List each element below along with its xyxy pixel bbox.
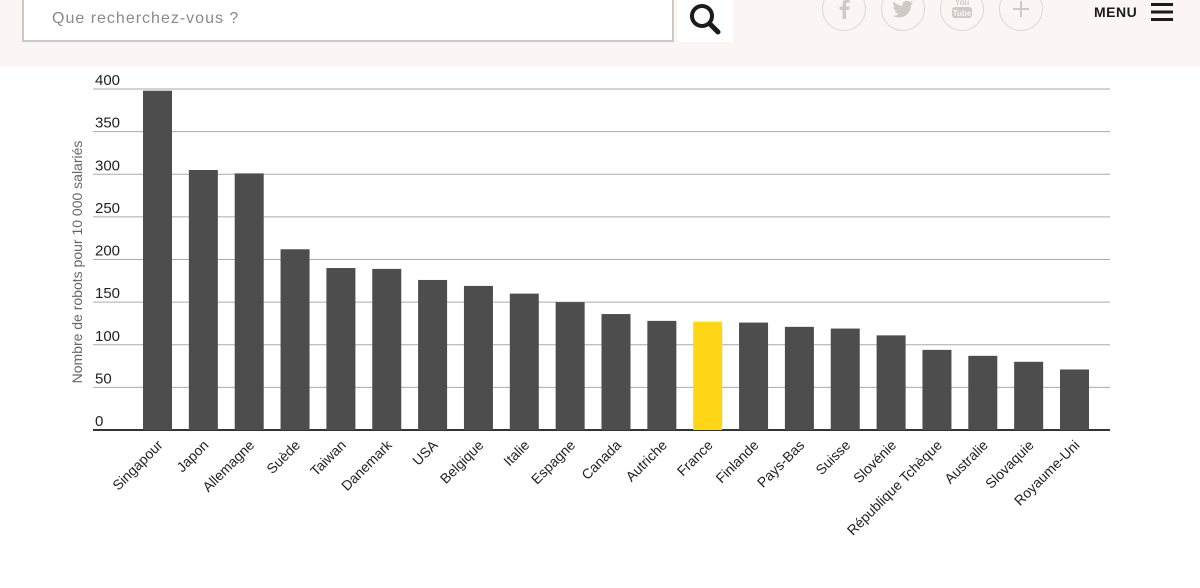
- facebook-icon: [839, 0, 850, 19]
- x-tick-label: France: [674, 437, 716, 479]
- menu-label: MENU: [1094, 4, 1138, 20]
- x-tick-label: Danemark: [338, 436, 396, 494]
- x-tick-label: Suède: [263, 437, 303, 477]
- y-tick-label: 300: [95, 157, 120, 174]
- bar-singapour: [143, 90, 172, 430]
- y-tick-label: 200: [95, 243, 120, 260]
- bar-slov-nie: [876, 335, 906, 430]
- x-tick-label: Singapour: [109, 437, 166, 494]
- x-tick-label: Canada: [578, 437, 624, 483]
- x-tick-label: Belgique: [437, 437, 487, 487]
- x-tick-label: Pays-Bas: [754, 437, 808, 491]
- bar-suisse: [830, 328, 860, 430]
- svg-text:Tube: Tube: [953, 9, 972, 18]
- y-tick-label: 400: [95, 72, 120, 89]
- x-tick-label: Japon: [173, 437, 211, 475]
- bar-su-de: [280, 249, 310, 430]
- bar-canada: [601, 314, 631, 430]
- y-tick-label: 0: [95, 413, 103, 430]
- bars: [143, 90, 1089, 431]
- bar-france: [693, 321, 723, 430]
- hamburger-icon: [1151, 3, 1174, 21]
- x-tick-label: Espagne: [528, 437, 579, 488]
- menu-button[interactable]: MENU: [1094, 0, 1174, 24]
- y-axis-ticks: 0 50 100 150 200 250 300 350 400: [95, 72, 120, 430]
- bar-danemark: [372, 268, 402, 430]
- bar-pays-bas: [784, 326, 814, 430]
- y-tick-label: 250: [95, 200, 120, 217]
- search-button[interactable]: [677, 0, 733, 42]
- bar-r-publique-tch-que: [922, 349, 952, 430]
- y-tick-label: 100: [95, 328, 120, 345]
- y-tick-label: 50: [95, 370, 112, 387]
- bar-australie: [968, 355, 998, 430]
- bar-usa: [418, 279, 448, 430]
- bar-italie: [509, 293, 539, 430]
- x-tick-label: Suisse: [812, 437, 853, 478]
- svg-text:You: You: [955, 0, 970, 7]
- bar-finlande: [739, 322, 769, 430]
- bar-autriche: [647, 320, 677, 430]
- youtube-icon: You Tube: [952, 0, 972, 18]
- bar-belgique: [463, 285, 493, 430]
- bar-espagne: [555, 302, 585, 430]
- twitter-icon: [892, 0, 913, 18]
- x-tick-label: Italie: [500, 437, 532, 469]
- search-box: [22, 0, 674, 42]
- search-icon: [690, 4, 721, 35]
- bar-japon: [188, 169, 218, 431]
- site-header: You Tube MENU: [0, 0, 1200, 67]
- search-input[interactable]: [24, 0, 672, 40]
- y-tick-label: 350: [95, 115, 120, 132]
- bar-slovaquie: [1014, 361, 1044, 430]
- y-axis-title: Nombre de robots pour 10 000 salariés: [69, 141, 85, 384]
- y-tick-label: 150: [95, 285, 120, 302]
- bar-royaume-uni: [1060, 369, 1089, 430]
- x-tick-label: Taiwan: [307, 437, 349, 479]
- bar-taiwan: [326, 268, 356, 430]
- x-tick-label: USA: [409, 436, 441, 468]
- bar-allemagne: [234, 173, 264, 430]
- x-tick-label: Autriche: [622, 437, 670, 485]
- plus-icon: [1013, 1, 1029, 17]
